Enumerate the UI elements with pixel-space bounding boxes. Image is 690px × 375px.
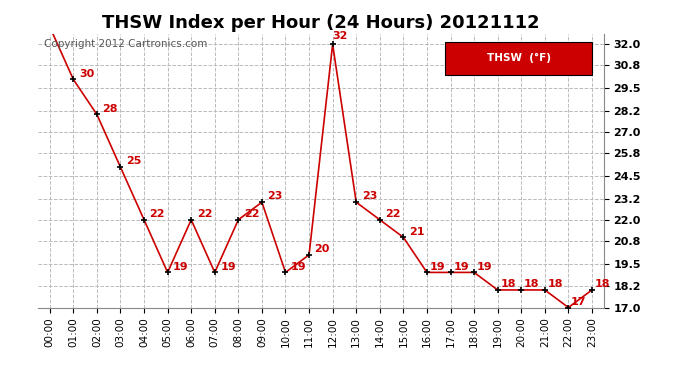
Text: 22: 22 <box>385 209 401 219</box>
Text: 19: 19 <box>173 262 189 272</box>
Text: Copyright 2012 Cartronics.com: Copyright 2012 Cartronics.com <box>43 39 207 49</box>
Text: 30: 30 <box>79 69 94 79</box>
Text: 18: 18 <box>595 279 610 289</box>
Text: 19: 19 <box>430 262 445 272</box>
Text: 33: 33 <box>0 374 1 375</box>
Text: 25: 25 <box>126 156 141 166</box>
Text: 22: 22 <box>150 209 165 219</box>
Text: 22: 22 <box>197 209 213 219</box>
FancyBboxPatch shape <box>445 42 593 75</box>
Text: 28: 28 <box>102 104 118 114</box>
Text: 22: 22 <box>244 209 259 219</box>
Title: THSW Index per Hour (24 Hours) 20121112: THSW Index per Hour (24 Hours) 20121112 <box>102 14 540 32</box>
Text: 18: 18 <box>524 279 540 289</box>
Text: 19: 19 <box>291 262 306 272</box>
Text: 18: 18 <box>548 279 563 289</box>
Text: 19: 19 <box>453 262 469 272</box>
Text: 17: 17 <box>571 297 586 307</box>
Text: 19: 19 <box>477 262 493 272</box>
Text: 32: 32 <box>333 31 348 41</box>
Text: 18: 18 <box>500 279 516 289</box>
Text: 21: 21 <box>409 226 424 237</box>
Text: 20: 20 <box>315 244 330 254</box>
Text: 19: 19 <box>220 262 236 272</box>
Text: THSW  (°F): THSW (°F) <box>487 53 551 63</box>
Text: 23: 23 <box>268 191 283 201</box>
Text: 23: 23 <box>362 191 377 201</box>
